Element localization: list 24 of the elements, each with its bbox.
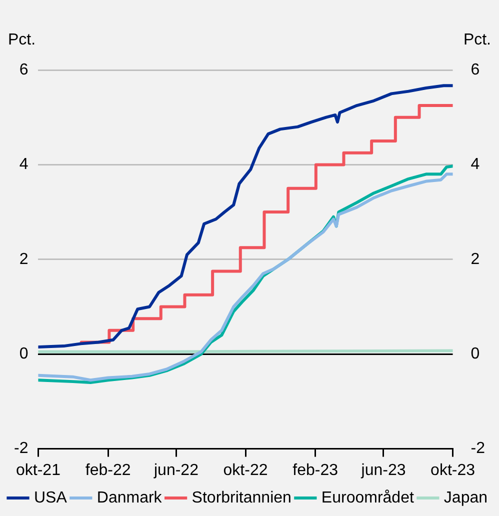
x-tick-label: feb-23 bbox=[292, 462, 338, 479]
legend-label: Danmark bbox=[96, 489, 163, 506]
y-axis-title: Pct. bbox=[8, 31, 36, 48]
y-tick-label: -2 bbox=[14, 440, 28, 458]
y2-tick-label: 0 bbox=[470, 346, 480, 363]
x-tick-label: jun-22 bbox=[152, 462, 199, 479]
x-tick-label: jun-23 bbox=[360, 462, 406, 479]
x-tick-label: okt-22 bbox=[223, 462, 268, 479]
y2-axis-title: Pct. bbox=[463, 31, 491, 48]
legend-label: Storbritannien bbox=[192, 489, 292, 506]
y2-tick-label: -2 bbox=[470, 440, 486, 458]
y-tick-label: 4 bbox=[19, 156, 28, 174]
y2-tick-label: 4 bbox=[470, 156, 480, 174]
y-tick-label: 6 bbox=[19, 61, 28, 78]
legend-label: Euroområdet bbox=[321, 489, 414, 506]
y2-tick-label: 2 bbox=[470, 250, 480, 268]
y2-tick-label: 6 bbox=[470, 61, 480, 78]
y-tick-label: 0 bbox=[19, 346, 28, 363]
legend-label: USA bbox=[34, 489, 68, 506]
x-tick-label: feb-22 bbox=[85, 462, 131, 479]
legend-label: Japan bbox=[444, 489, 488, 506]
x-tick-label: okt-23 bbox=[430, 462, 476, 479]
x-tick-label: okt-21 bbox=[16, 462, 61, 479]
y-tick-label: 2 bbox=[19, 250, 28, 268]
